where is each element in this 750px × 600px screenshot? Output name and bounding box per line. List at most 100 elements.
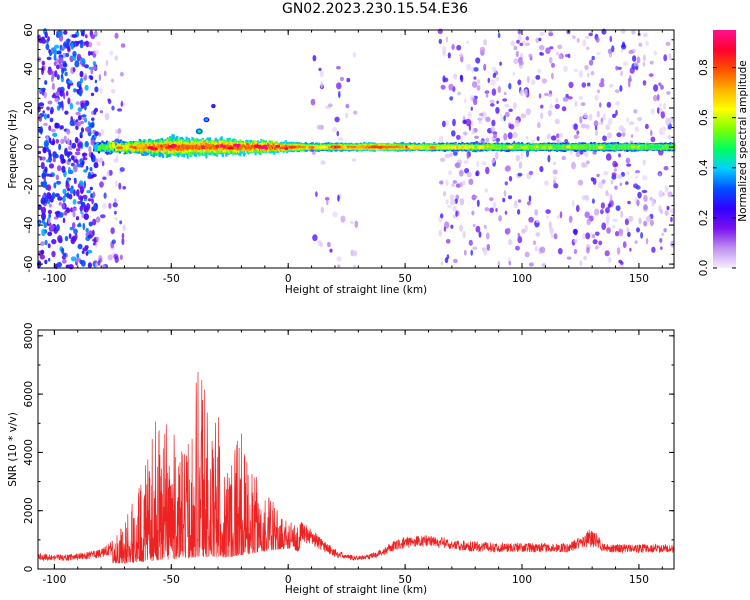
noise-speckle [452, 180, 458, 184]
noise-speckle [592, 234, 596, 239]
signal-band-cell [346, 145, 349, 149]
noise-speckle [471, 128, 475, 135]
noise-speckle [643, 194, 648, 202]
noise-speckle [645, 215, 652, 222]
noise-speckle [53, 61, 57, 66]
noise-speckle [75, 216, 80, 221]
noise-speckle [449, 194, 455, 201]
noise-speckle [575, 151, 581, 158]
noise-speckle [354, 220, 359, 228]
noise-speckle [552, 169, 558, 175]
noise-speckle [445, 199, 449, 205]
noise-speckle [107, 254, 113, 261]
noise-speckle [96, 41, 101, 47]
noise-speckle [40, 87, 46, 92]
noise-speckle [48, 137, 52, 144]
noise-speckle [64, 235, 69, 242]
noise-speckle [583, 112, 588, 119]
noise-speckle [440, 261, 444, 266]
noise-speckle [65, 180, 69, 187]
noise-speckle [562, 96, 569, 102]
noise-speckle [612, 113, 617, 119]
noise-speckle [534, 209, 539, 216]
noise-speckle [554, 103, 560, 110]
snr-y-ticks: 0 2000 4000 6000 8000 [23, 322, 674, 572]
noise-speckle [58, 143, 62, 151]
signal-band-cell [226, 144, 229, 149]
noise-speckle [498, 215, 502, 222]
noise-speckle [659, 127, 663, 135]
noise-speckle [439, 157, 446, 162]
noise-speckle [51, 82, 55, 91]
noise-speckle [75, 148, 81, 152]
signal-band-cell [385, 145, 388, 149]
noise-speckle [320, 81, 324, 88]
noise-speckle [60, 74, 64, 79]
x-tick-label: 150 [629, 273, 649, 285]
noise-speckle [571, 199, 575, 208]
noise-speckle [74, 233, 78, 240]
noise-speckle [79, 186, 85, 193]
noise-speckle [97, 157, 104, 163]
signal-band-cell [110, 146, 113, 150]
signal-band-cell [618, 144, 621, 150]
noise-speckle [101, 160, 105, 167]
noise-speckle [642, 61, 646, 67]
noise-speckle [597, 181, 604, 189]
signal-hot-spot [115, 146, 124, 150]
noise-speckle [451, 44, 455, 50]
noise-speckle [538, 93, 542, 99]
signal-hot-spot [630, 145, 636, 149]
noise-speckle [645, 237, 649, 245]
noise-speckle [611, 45, 615, 53]
noise-speckle [553, 233, 558, 240]
noise-speckle [497, 260, 501, 268]
noise-speckle [573, 134, 579, 139]
noise-speckle [62, 202, 65, 210]
noise-speckle [58, 57, 64, 64]
noise-speckle [450, 199, 456, 206]
signal-band-cell [272, 146, 275, 150]
noise-speckle [651, 200, 656, 207]
noise-speckle [459, 74, 463, 81]
noise-speckle [68, 233, 72, 239]
noise-speckle [38, 102, 45, 107]
noise-speckle [591, 198, 595, 204]
noise-speckle [58, 212, 64, 218]
noise-speckle [627, 231, 631, 238]
noise-speckle [528, 216, 534, 223]
noise-speckle [56, 50, 62, 55]
colorbar-tick-label: 0.6 [698, 109, 710, 126]
noise-speckle [63, 30, 68, 35]
signal-band-cell [94, 144, 97, 152]
noise-speckle [62, 188, 67, 195]
noise-speckle [575, 204, 580, 213]
noise-speckle [50, 141, 56, 145]
noise-speckle [621, 127, 626, 133]
y-tick-label: 60 [23, 23, 35, 36]
noise-speckle [504, 103, 510, 108]
noise-speckle [37, 150, 42, 155]
signal-band-cell [453, 145, 456, 150]
noise-speckle [67, 145, 73, 151]
noise-speckle [447, 204, 452, 208]
noise-speckle [618, 153, 621, 158]
noise-speckle [87, 262, 92, 269]
noise-speckle [54, 97, 60, 103]
noise-speckle [487, 77, 491, 84]
noise-speckle [515, 245, 520, 251]
noise-speckle [79, 77, 84, 84]
noise-speckle [610, 179, 614, 185]
noise-speckle [517, 79, 522, 86]
noise-speckle [594, 94, 599, 101]
noise-speckle [525, 36, 529, 41]
noise-speckle [578, 70, 584, 78]
noise-speckle [536, 136, 540, 141]
signal-hot-spot [178, 147, 184, 151]
noise-speckle [458, 53, 464, 58]
noise-speckle [540, 112, 544, 119]
noise-speckle [439, 180, 444, 185]
noise-speckle [620, 210, 623, 218]
noise-speckle [600, 209, 604, 215]
noise-speckle [661, 232, 665, 237]
